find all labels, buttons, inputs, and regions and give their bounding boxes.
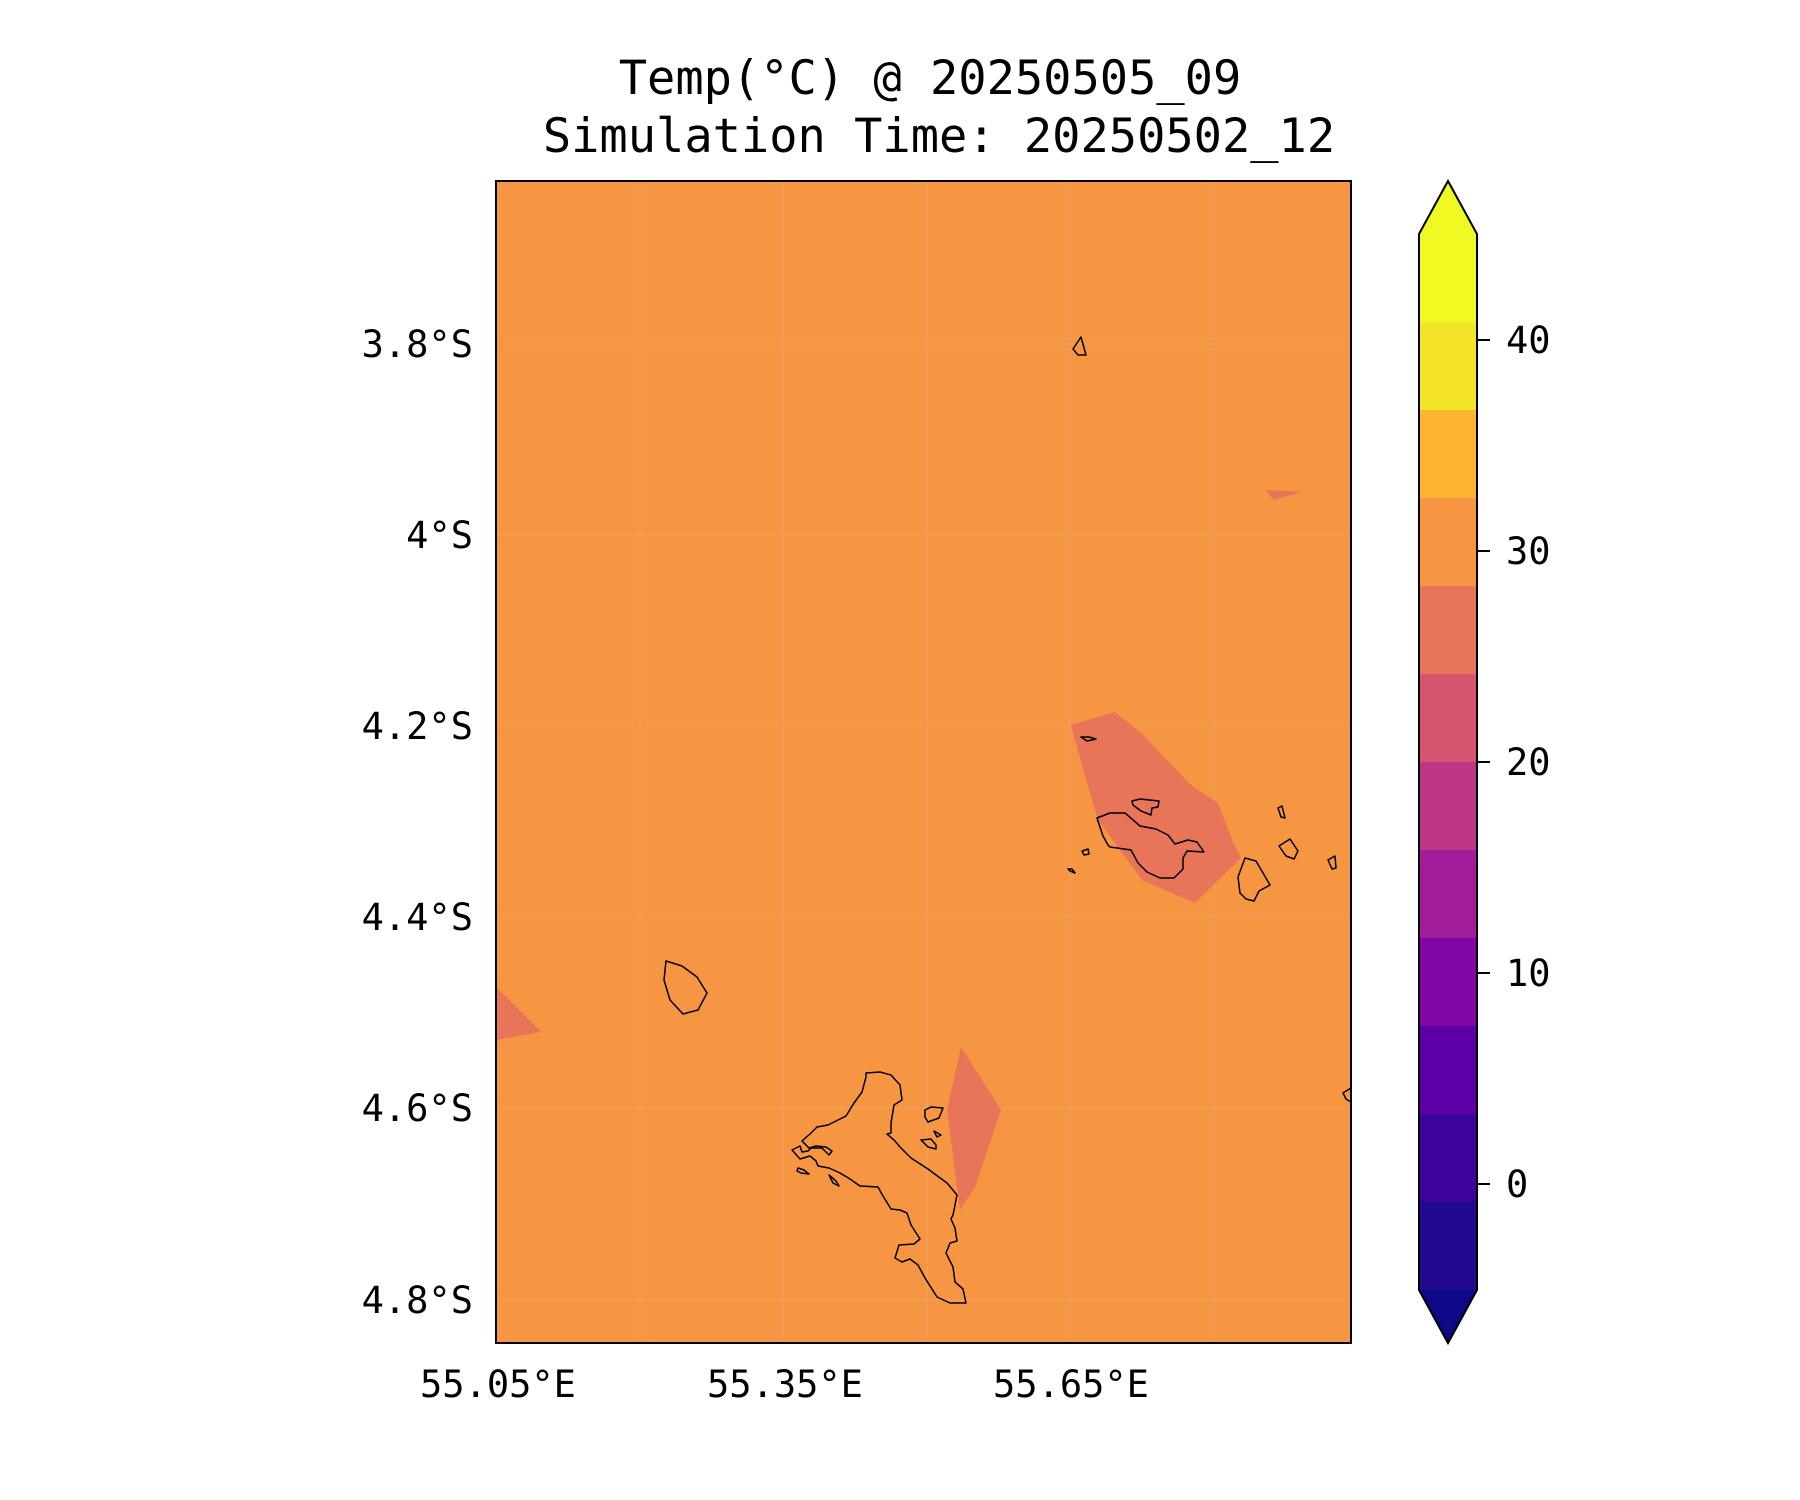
colorbar-level-band <box>1419 762 1477 851</box>
coastline-la-digue <box>1237 857 1271 902</box>
map-panel <box>495 180 1352 1344</box>
coastlines <box>663 336 1352 1304</box>
coastline-islet-j <box>828 1174 840 1187</box>
coastline-mahe <box>791 1071 967 1304</box>
colorbar-ticks <box>1477 339 1490 1185</box>
colorbar-level-band <box>1419 1114 1477 1203</box>
coastline-islet-b <box>1081 848 1090 856</box>
anomaly-region-north-spot <box>1266 490 1302 500</box>
colorbar-level-band <box>1419 1202 1477 1291</box>
lat-tick-label: 4.6°S <box>362 1087 473 1130</box>
colorbar-tick-label: 20 <box>1506 741 1551 784</box>
colorbar-extend-low <box>1419 1290 1477 1343</box>
map-background <box>496 181 1351 1343</box>
coastline-denis-island <box>1072 336 1087 356</box>
coastline-east-edge <box>1342 1087 1352 1103</box>
colorbar-extend-high <box>1419 181 1477 234</box>
lat-tick-labels: 3.8°S 4°S 4.2°S 4.4°S 4.6°S 4.8°S <box>362 323 473 1322</box>
colorbar-level-band <box>1419 234 1477 323</box>
anomaly-region-west <box>496 987 541 1040</box>
colorbar-level-band <box>1419 322 1477 411</box>
colorbar-level-band <box>1419 498 1477 587</box>
colorbar: 40 30 20 10 0 <box>1418 178 1551 1346</box>
coastline-islet-c <box>1067 868 1076 874</box>
colorbar-level-band <box>1419 938 1477 1027</box>
coastline-praslin <box>1096 812 1205 879</box>
coastline-islet-i <box>796 1167 810 1175</box>
colorbar-tick-label: 30 <box>1506 530 1551 573</box>
lat-tick-label: 3.8°S <box>362 323 473 366</box>
coastline-islet-d <box>1277 805 1286 819</box>
lat-tick-label: 4.4°S <box>362 896 473 939</box>
colorbar-level-band <box>1419 850 1477 939</box>
colorbar-tick-label: 0 <box>1506 1163 1528 1206</box>
colorbar-level-band <box>1419 586 1477 675</box>
colorbar-outline <box>1418 178 1478 1346</box>
coastline-islet-g <box>920 1138 937 1150</box>
coastline-curieuse <box>1131 798 1160 816</box>
coastline-silhouette <box>663 960 708 1015</box>
coastline-st-anne <box>924 1106 944 1123</box>
map-gridlines <box>496 181 1351 1343</box>
lat-tick-label: 4.8°S <box>362 1279 473 1322</box>
colorbar-tick-label: 10 <box>1506 952 1551 995</box>
colorbar-level-band <box>1419 1026 1477 1115</box>
coastline-islet-f <box>1327 855 1337 870</box>
colorbar-levels <box>1419 181 1477 1343</box>
coastline-islet-h <box>933 1130 942 1138</box>
colorbar-level-band <box>1419 674 1477 763</box>
colorbar-level-band <box>1419 410 1477 499</box>
lat-tick-label: 4.2°S <box>362 705 473 748</box>
map-frame <box>495 180 1352 1344</box>
lat-tick-label: 4°S <box>406 514 473 557</box>
title-line-1: Temp(°C) @ 20250505_09 <box>619 51 1242 106</box>
coastline-islet-a <box>1080 736 1097 742</box>
lon-tick-label: 55.65°E <box>993 1363 1149 1406</box>
lon-tick-labels: 55.05°E 55.35°E 55.65°E <box>420 1363 1149 1406</box>
coastline-islet-e <box>1278 838 1299 860</box>
title-line-2: Simulation Time: 20250502_12 <box>543 109 1335 164</box>
colorbar-tick-label: 40 <box>1506 319 1551 362</box>
anomaly-region-mahe-east <box>947 1047 1001 1210</box>
lon-tick-label: 55.35°E <box>707 1363 863 1406</box>
lon-tick-label: 55.05°E <box>420 1363 576 1406</box>
